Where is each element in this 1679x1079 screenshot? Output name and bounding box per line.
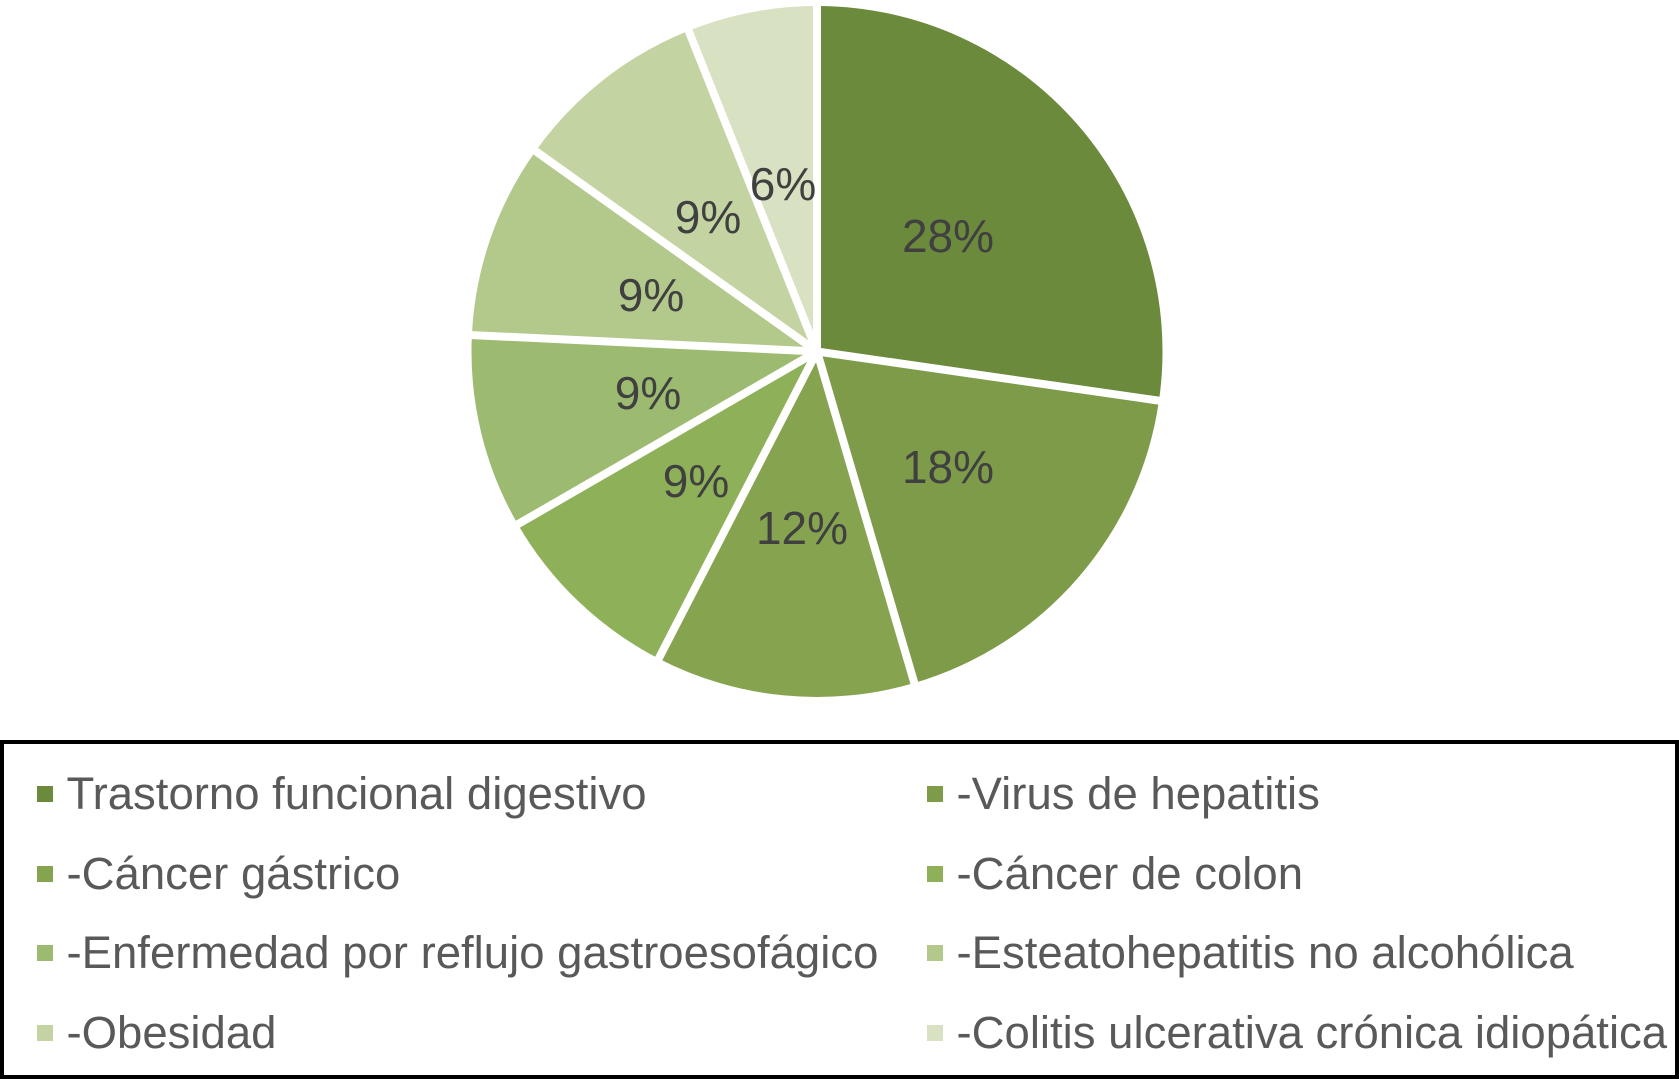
svg-text:6%: 6%: [750, 158, 816, 210]
svg-text:9%: 9%: [675, 191, 741, 243]
svg-text:12%: 12%: [756, 502, 848, 554]
svg-text:18%: 18%: [902, 441, 994, 493]
svg-text:28%: 28%: [902, 210, 994, 262]
svg-text:9%: 9%: [615, 367, 681, 419]
svg-text:9%: 9%: [663, 455, 729, 507]
svg-text:9%: 9%: [618, 269, 684, 321]
